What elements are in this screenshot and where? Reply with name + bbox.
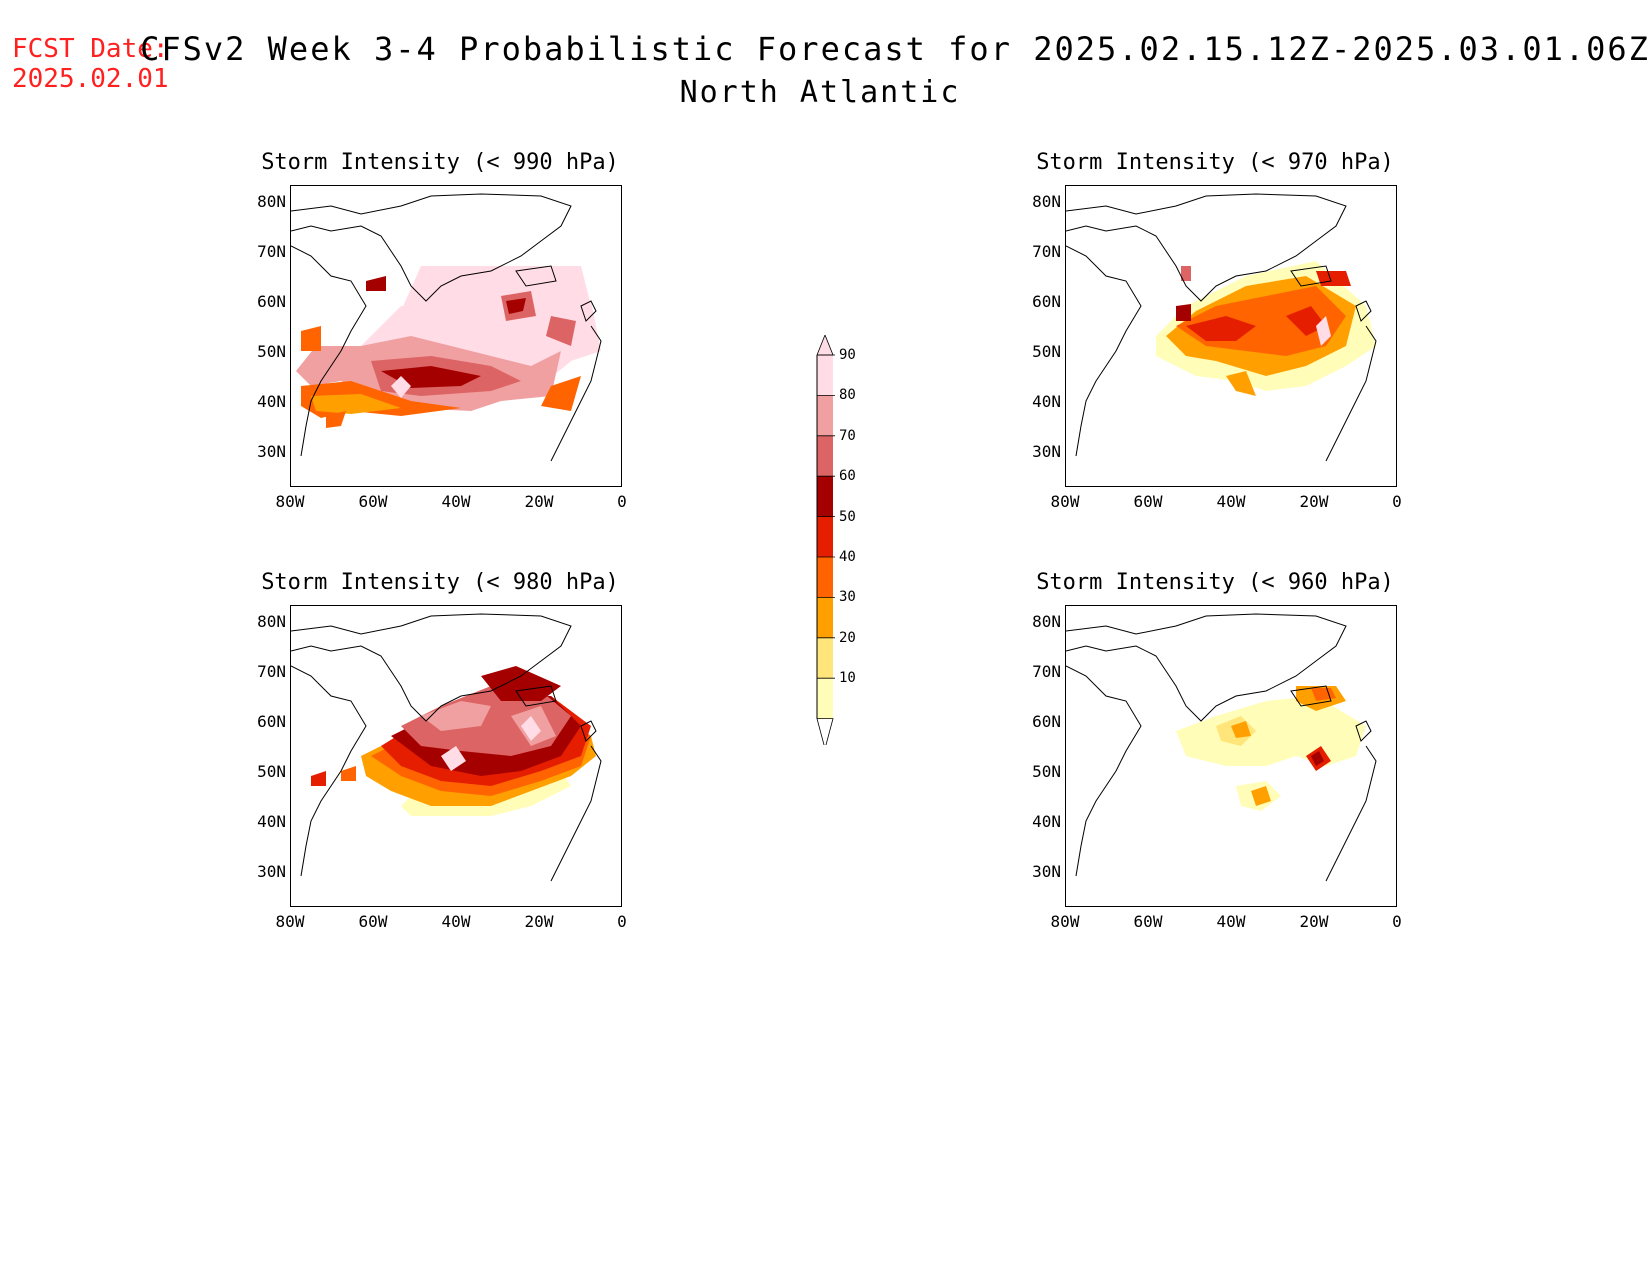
colorbar-level-label: 90 [839,347,856,363]
colorbar-level-label: 70 [839,427,856,444]
lon-label: 60W [358,492,388,511]
main-title: CFSv2 Week 3-4 Probabilistic Forecast fo… [140,30,1650,68]
lon-label: 80W [1050,912,1080,931]
prob-shading [1156,261,1376,396]
lat-label: 60N [1032,712,1061,731]
prob-shading [296,266,601,428]
lat-label: 70N [1032,242,1061,261]
forecast-date-label: FCST Date: 2025.02.01 [12,34,169,94]
lon-label: 40W [441,492,471,511]
lat-label: 40N [257,812,286,831]
colorbar-top-cap [816,333,834,356]
lon-label: 20W [524,492,554,511]
fcst-label: FCST Date: [12,34,169,64]
lon-label: 20W [524,912,554,931]
lat-label: 30N [1032,442,1061,461]
lat-label: 40N [257,392,286,411]
lat-label: 80N [257,612,286,631]
panel-title: Storm Intensity (< 990 hPa) [261,150,619,175]
colorbar-level-label: 20 [839,629,856,646]
lon-label: 60W [1133,912,1163,931]
lon-label: 0 [617,492,627,511]
lat-label: 50N [257,762,286,781]
lat-label: 70N [1032,662,1061,681]
fcst-date: 2025.02.01 [12,64,169,94]
colorbar-swatch [817,355,833,396]
lon-label: 40W [441,912,471,931]
coastlines [291,193,602,462]
probability-field [291,193,602,462]
lat-label: 50N [257,342,286,361]
coastlines [1066,193,1377,462]
panel-title: Storm Intensity (< 970 hPa) [1036,150,1394,175]
lat-label: 60N [257,712,286,731]
region-title: North Atlantic [679,75,961,110]
lat-label: 70N [257,662,286,681]
panel-title: Storm Intensity (< 980 hPa) [261,570,619,595]
prob-shading [311,666,596,816]
lon-label: 60W [358,912,388,931]
colorbar-swatch [817,395,833,436]
colorbar-level-label: 40 [839,549,856,565]
colorbar-bottom-cap [816,718,834,751]
lat-label: 30N [257,862,286,881]
lat-label: 30N [257,442,286,461]
probability-field [1066,193,1377,462]
lat-label: 80N [1032,192,1061,211]
colorbar-swatches [816,333,835,751]
lat-label: 80N [257,192,286,211]
lat-label: 70N [257,242,286,261]
probability-field [1066,613,1377,882]
panel-title: Storm Intensity (< 960 hPa) [1036,570,1394,595]
colorbar-level-label: 10 [839,670,856,687]
probability-field [291,613,602,882]
panel-970: Storm Intensity (< 970 hPa) [1005,150,1425,530]
colorbar-swatch [817,516,833,557]
prob-shading [1176,686,1366,811]
colorbar-swatch [817,557,833,598]
lon-label: 80W [275,492,305,511]
lon-label: 20W [1299,912,1329,931]
lat-label: 80N [1032,612,1061,631]
lat-label: 50N [1032,342,1061,361]
lat-label: 40N [1032,812,1061,831]
map-980 [290,605,622,907]
map-970 [1065,185,1397,487]
colorbar-swatch [817,597,833,638]
lon-label: 0 [1392,912,1402,931]
colorbar-level-label: 80 [839,387,856,404]
colorbar-level-label: 30 [839,589,856,606]
map-990 [290,185,622,487]
coastlines [291,613,602,882]
lat-label: 60N [1032,292,1061,311]
panel-980: Storm Intensity (< 980 hPa) [230,570,650,950]
lat-label: 50N [1032,762,1061,781]
lat-label: 30N [1032,862,1061,881]
lat-label: 40N [1032,392,1061,411]
colorbar-level-label: 60 [839,468,856,485]
colorbar-level-label: 50 [839,508,856,525]
lat-label: 60N [257,292,286,311]
lon-label: 80W [275,912,305,931]
colorbar: 10 20 30 40 50 60 70 80 90 [805,333,885,751]
lon-label: 60W [1133,492,1163,511]
colorbar-swatch [817,678,833,719]
panel-990: Storm Intensity (< 990 hPa) [230,150,650,530]
colorbar-swatch [817,637,833,679]
lon-label: 80W [1050,492,1080,511]
lon-label: 40W [1216,492,1246,511]
lon-label: 40W [1216,912,1246,931]
coastlines [1066,613,1377,882]
panel-960: Storm Intensity (< 960 hPa) [1005,570,1425,950]
lon-label: 20W [1299,492,1329,511]
colorbar-swatch [817,476,833,517]
map-960 [1065,605,1397,907]
lon-label: 0 [1392,492,1402,511]
colorbar-swatch [817,435,833,477]
lon-label: 0 [617,912,627,931]
